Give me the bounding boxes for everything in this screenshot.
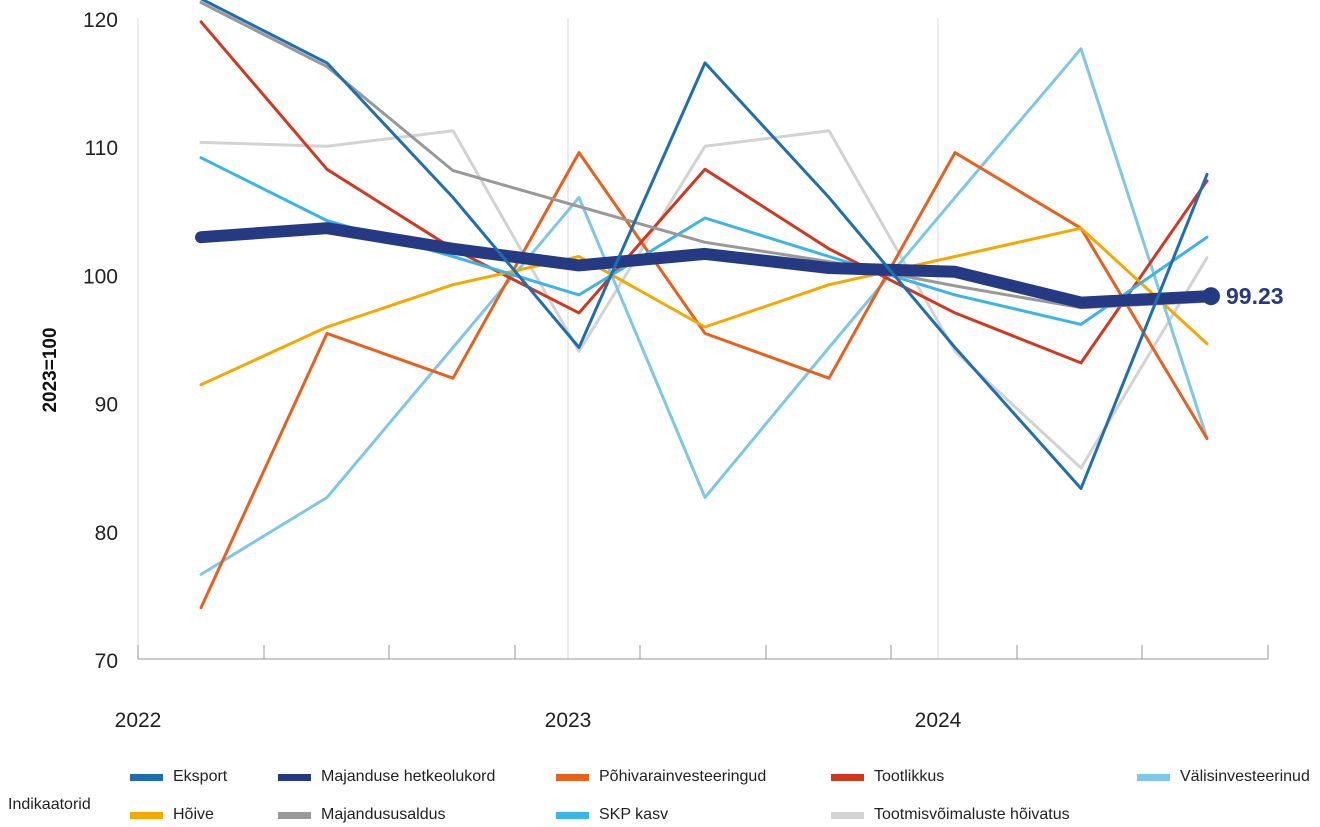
legend-label: Eksport bbox=[173, 768, 228, 785]
legend-item-4: Tootlikkus bbox=[831, 768, 944, 785]
x-tick-label-2022: 2022 bbox=[115, 709, 162, 732]
legend-label: Majanduse hetkeolukord bbox=[321, 768, 495, 785]
legend-item-3: Põhivarainvesteeringud bbox=[556, 768, 766, 785]
legend-label: Majandususaldus bbox=[321, 806, 446, 823]
series-line-majandusuusaldus bbox=[199, 1, 1209, 310]
y-tick-label-90: 90 bbox=[95, 394, 118, 417]
legend-item-7: Majandususaldus bbox=[278, 806, 446, 823]
end-value-label: 99.23 bbox=[1226, 283, 1284, 309]
legend-label: SKP kasv bbox=[599, 806, 668, 823]
y-tick-label-120: 120 bbox=[83, 9, 118, 32]
legend-swatch bbox=[831, 812, 864, 819]
legend-label: Põhivarainvesteeringud bbox=[599, 768, 766, 785]
legend-swatch bbox=[831, 774, 864, 781]
legend-item-1: Eksport bbox=[130, 768, 228, 785]
legend-swatch bbox=[278, 812, 311, 819]
legend-item-9: Tootmisvõimaluste hõivatus bbox=[831, 806, 1070, 823]
legend-item-6: Hõive bbox=[130, 806, 214, 823]
legend-swatch bbox=[130, 774, 163, 781]
x-axis-ticks: 2022 2023 2024 bbox=[115, 709, 962, 732]
y-tick-label-80: 80 bbox=[95, 522, 118, 545]
legend-swatch bbox=[556, 812, 589, 819]
legend-item-8: SKP kasv bbox=[556, 806, 668, 823]
legend-swatch bbox=[556, 774, 589, 781]
legend-swatch bbox=[278, 774, 311, 781]
series-line-majanduse-hetkeolukord bbox=[195, 222, 1213, 309]
legend-swatch bbox=[1137, 774, 1170, 781]
grid-lines bbox=[137, 18, 939, 659]
legend-label: Tootlikkus bbox=[874, 768, 944, 785]
y-tick-label-70: 70 bbox=[95, 650, 118, 673]
legend-item-2: Majanduse hetkeolukord bbox=[278, 768, 495, 785]
legend-label: Välisinvesteerinud bbox=[1180, 768, 1310, 785]
legend-item-5: Välisinvesteerinud bbox=[1137, 768, 1310, 785]
y-axis-label: 2023=100 bbox=[40, 327, 61, 412]
x-tick-label-2023: 2023 bbox=[545, 709, 592, 732]
legend-swatch bbox=[130, 812, 163, 819]
series-line-v-lisinvesteerinud bbox=[199, 47, 1209, 576]
legend-title: Indikaatorid bbox=[8, 796, 91, 813]
legend: Eksport Majanduse hetkeolukord Põhivarainv… bbox=[130, 768, 1310, 823]
series-line-p-hivarainvesteeringud bbox=[199, 151, 1209, 610]
series-line-tootmisv-imaluste-h-ivatus bbox=[199, 129, 1209, 470]
x-tick-label-2024: 2024 bbox=[915, 709, 962, 732]
series-line-h-ive bbox=[199, 226, 1209, 387]
end-point-marker bbox=[1202, 287, 1220, 306]
legend-label: Hõive bbox=[173, 806, 214, 823]
series-lines bbox=[195, 0, 1213, 610]
series-line-tootlikkus bbox=[199, 20, 1209, 365]
x-axis bbox=[137, 645, 1269, 660]
legend-label: Tootmisvõimaluste hõivatus bbox=[874, 806, 1070, 823]
y-tick-label-110: 110 bbox=[85, 137, 118, 160]
y-tick-label-100: 100 bbox=[83, 265, 118, 288]
y-axis-ticks: 70 80 90 100 110 120 bbox=[83, 9, 118, 673]
end-marker: 99.23 bbox=[1202, 283, 1284, 309]
series-line-eksport bbox=[200, 0, 1209, 490]
